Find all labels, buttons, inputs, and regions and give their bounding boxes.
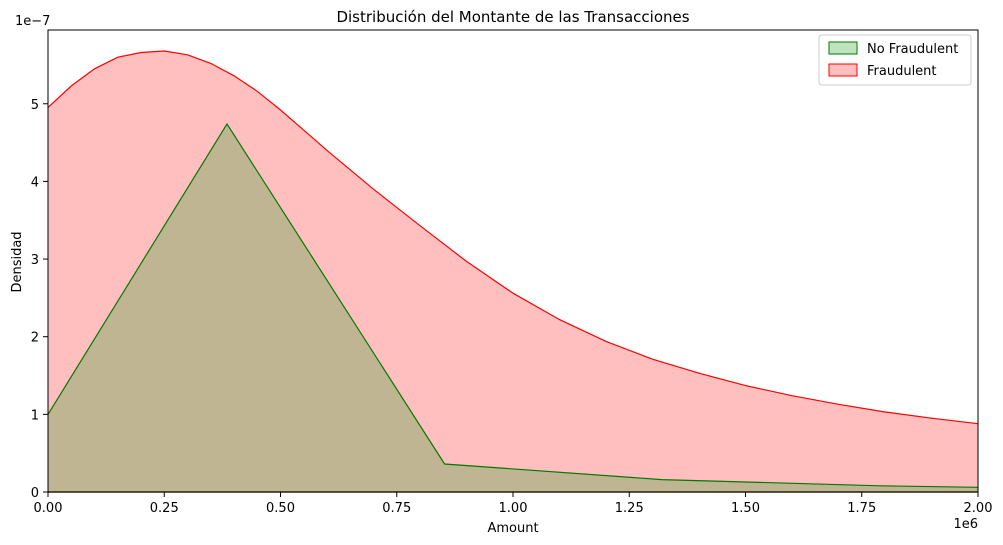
chart-title: Distribución del Montante de las Transac…	[336, 8, 689, 26]
plot-frame	[47, 29, 979, 493]
legend-swatch-no-fraudulent	[828, 41, 858, 55]
y-tick-label: 5	[31, 98, 39, 113]
y-offset-text: 1e−7	[15, 14, 50, 29]
x-tick-label: 0.00	[34, 501, 63, 516]
x-tick-label: 0.75	[382, 501, 411, 516]
area-fraudulent	[48, 51, 978, 492]
x-tick-label: 1.00	[499, 501, 528, 516]
x-tick-label: 1.50	[731, 501, 760, 516]
x-tick-label: 0.50	[266, 501, 295, 516]
line-fraudulent	[47, 50, 979, 425]
x-tick-label: 0.25	[150, 501, 179, 516]
y-tick-label: 2	[31, 331, 39, 346]
area-no-fraudulent	[48, 124, 978, 492]
x-offset-text: 1e6	[953, 517, 978, 532]
line-no-fraudulent	[47, 122, 979, 488]
legend-swatch-fraudulent	[828, 63, 858, 77]
x-tick-label: 2.00	[964, 501, 993, 516]
y-axis-label: Densidad	[10, 231, 25, 292]
legend: No Fraudulent Fraudulent	[818, 34, 972, 86]
x-tick-label: 1.75	[847, 501, 876, 516]
y-tick-label: 3	[31, 253, 39, 268]
y-tick-label: 1	[31, 408, 39, 423]
y-tick-label: 0	[31, 486, 39, 501]
y-tick-label: 4	[31, 175, 39, 190]
legend-label-no-fraudulent: No Fraudulent	[867, 42, 958, 57]
x-axis-label: Amount	[487, 521, 538, 536]
x-tick-label: 1.25	[615, 501, 644, 516]
legend-label-fraudulent: Fraudulent	[867, 64, 937, 79]
